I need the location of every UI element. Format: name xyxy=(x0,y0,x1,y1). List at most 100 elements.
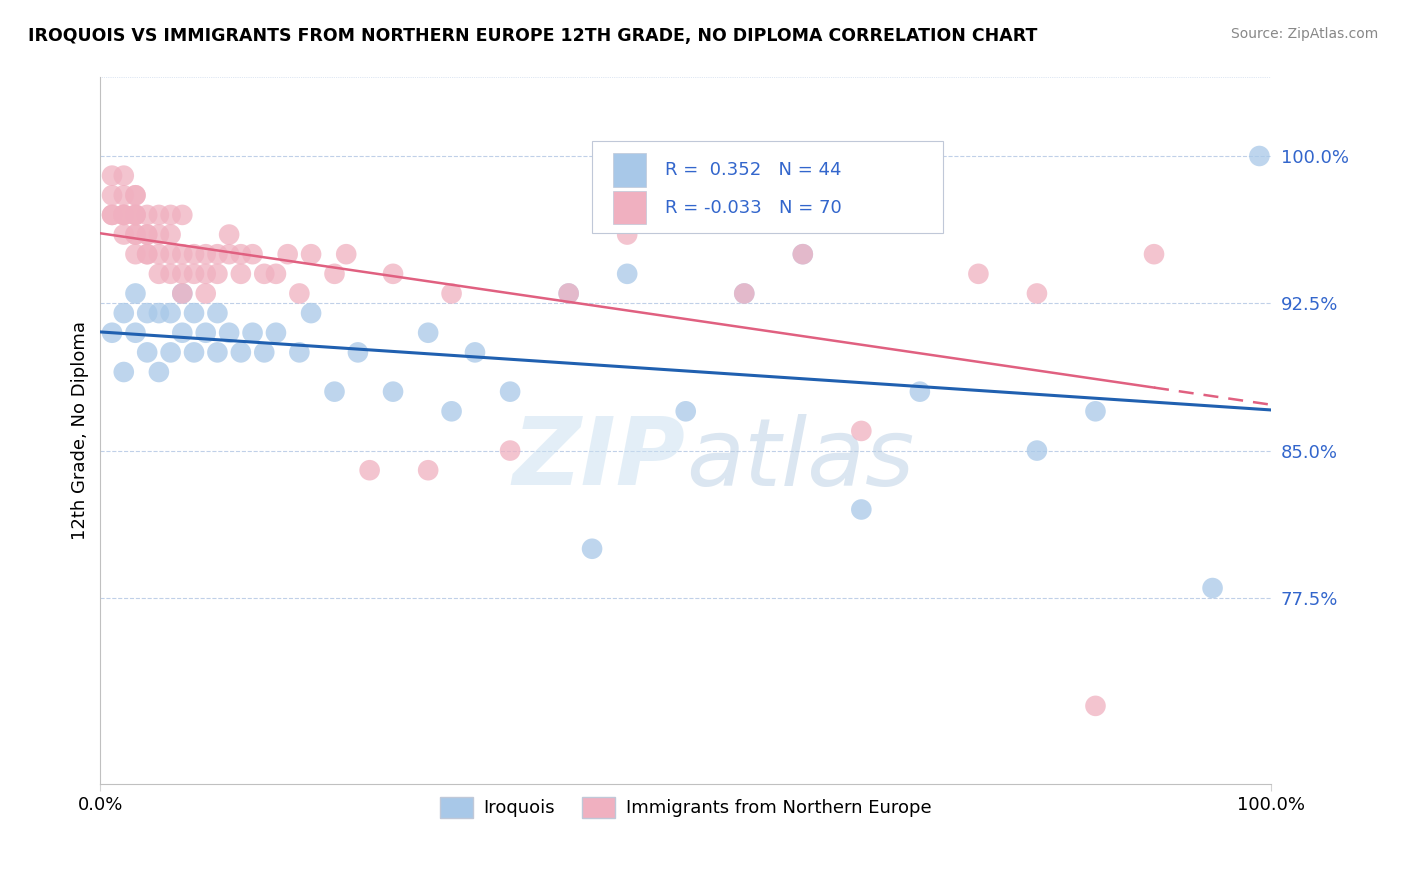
Point xyxy=(124,188,146,202)
Point xyxy=(323,384,346,399)
Legend: Iroquois, Immigrants from Northern Europe: Iroquois, Immigrants from Northern Europ… xyxy=(433,789,938,825)
Point xyxy=(288,286,311,301)
Point xyxy=(675,208,697,222)
Point xyxy=(159,306,181,320)
Point xyxy=(1249,149,1271,163)
Text: IROQUOIS VS IMMIGRANTS FROM NORTHERN EUROPE 12TH GRADE, NO DIPLOMA CORRELATION C: IROQUOIS VS IMMIGRANTS FROM NORTHERN EUR… xyxy=(28,27,1038,45)
Point xyxy=(277,247,299,261)
Point xyxy=(183,267,205,281)
Point xyxy=(101,208,124,222)
Point xyxy=(1026,286,1049,301)
Point xyxy=(908,208,931,222)
Point xyxy=(136,227,159,242)
Point xyxy=(242,326,264,340)
Point xyxy=(148,365,170,379)
Point xyxy=(194,247,217,261)
Point xyxy=(112,208,135,222)
Point xyxy=(101,188,124,202)
Text: ZIP: ZIP xyxy=(513,413,686,505)
Point xyxy=(323,267,346,281)
Point xyxy=(851,502,873,516)
Point xyxy=(124,208,146,222)
Point xyxy=(229,267,252,281)
Point xyxy=(440,286,463,301)
Point xyxy=(967,267,990,281)
Point xyxy=(101,326,124,340)
Point xyxy=(382,384,405,399)
Point xyxy=(136,208,159,222)
Point xyxy=(229,247,252,261)
Point xyxy=(1143,247,1166,261)
Point xyxy=(136,306,159,320)
Point xyxy=(159,247,181,261)
Point xyxy=(464,345,486,359)
Point xyxy=(1026,443,1049,458)
Point xyxy=(183,306,205,320)
Y-axis label: 12th Grade, No Diploma: 12th Grade, No Diploma xyxy=(72,321,89,541)
Point xyxy=(264,267,287,281)
Point xyxy=(335,247,357,261)
Point xyxy=(557,286,579,301)
Point xyxy=(136,247,159,261)
Point xyxy=(253,345,276,359)
Point xyxy=(581,541,603,556)
Point xyxy=(194,326,217,340)
Point xyxy=(616,267,638,281)
Point xyxy=(172,286,194,301)
Point xyxy=(218,247,240,261)
Point xyxy=(148,306,170,320)
Point xyxy=(112,227,135,242)
Point xyxy=(112,188,135,202)
Point xyxy=(1084,698,1107,713)
Point xyxy=(172,247,194,261)
Text: R =  0.352   N = 44: R = 0.352 N = 44 xyxy=(665,161,841,179)
Point xyxy=(159,345,181,359)
Point xyxy=(159,267,181,281)
Point xyxy=(792,247,814,261)
Point xyxy=(418,463,440,477)
FancyBboxPatch shape xyxy=(613,191,645,225)
Point xyxy=(440,404,463,418)
Point xyxy=(172,326,194,340)
Point xyxy=(124,326,146,340)
Point xyxy=(218,326,240,340)
Point xyxy=(136,227,159,242)
Point xyxy=(733,286,755,301)
Point xyxy=(264,326,287,340)
Point xyxy=(557,286,579,301)
Point xyxy=(172,208,194,222)
Text: Source: ZipAtlas.com: Source: ZipAtlas.com xyxy=(1230,27,1378,41)
Point xyxy=(499,443,522,458)
Point xyxy=(253,267,276,281)
Point xyxy=(382,267,405,281)
Point xyxy=(112,169,135,183)
Point xyxy=(159,208,181,222)
Point xyxy=(299,306,322,320)
Point xyxy=(124,188,146,202)
Point xyxy=(229,345,252,359)
Point xyxy=(159,227,181,242)
Point xyxy=(148,247,170,261)
Point xyxy=(616,227,638,242)
Point xyxy=(675,404,697,418)
Point xyxy=(101,169,124,183)
Point xyxy=(124,227,146,242)
Point xyxy=(851,424,873,438)
Point xyxy=(207,306,229,320)
Point xyxy=(194,267,217,281)
FancyBboxPatch shape xyxy=(613,153,645,187)
Text: R = -0.033   N = 70: R = -0.033 N = 70 xyxy=(665,199,841,217)
Point xyxy=(112,306,135,320)
Point xyxy=(347,345,370,359)
Point xyxy=(136,345,159,359)
Point xyxy=(908,384,931,399)
Point xyxy=(124,286,146,301)
Point xyxy=(207,345,229,359)
Point xyxy=(112,208,135,222)
Point xyxy=(124,247,146,261)
Point xyxy=(359,463,381,477)
Point xyxy=(112,365,135,379)
Point xyxy=(101,208,124,222)
Point xyxy=(172,286,194,301)
Point xyxy=(136,247,159,261)
